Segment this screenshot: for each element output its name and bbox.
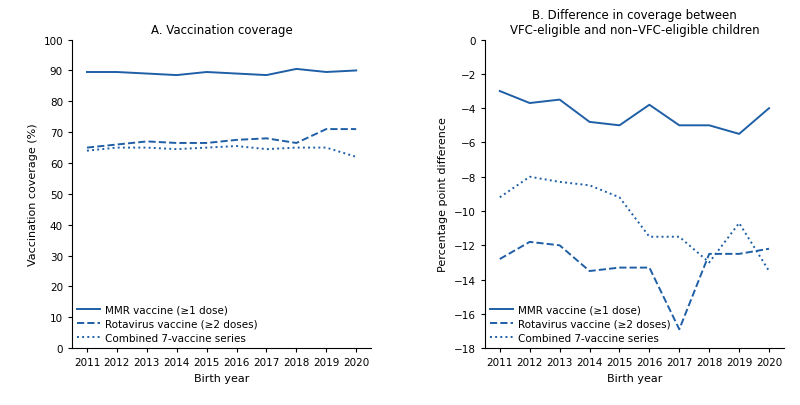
Line: Rotavirus vaccine (≥2 doses): Rotavirus vaccine (≥2 doses) bbox=[87, 130, 356, 148]
MMR vaccine (≥1 dose) bbox=[82, 70, 92, 75]
Title: A. Vaccination coverage: A. Vaccination coverage bbox=[150, 23, 293, 36]
Legend: MMR vaccine (≥1 dose), Rotavirus vaccine (≥2 doses), Combined 7-vaccine series: MMR vaccine (≥1 dose), Rotavirus vaccine… bbox=[490, 305, 670, 343]
Rotavirus vaccine (≥2 doses) bbox=[202, 141, 211, 146]
Rotavirus vaccine (≥2 doses) bbox=[525, 240, 534, 245]
MMR vaccine (≥1 dose) bbox=[232, 72, 242, 77]
Combined 7-vaccine series bbox=[142, 146, 151, 151]
Line: Combined 7-vaccine series: Combined 7-vaccine series bbox=[500, 177, 769, 271]
Title: B. Difference in coverage between
VFC-eligible and non–VFC-eligible children: B. Difference in coverage between VFC-el… bbox=[510, 9, 759, 36]
Combined 7-vaccine series bbox=[525, 175, 534, 180]
Rotavirus vaccine (≥2 doses) bbox=[291, 141, 301, 146]
Rotavirus vaccine (≥2 doses) bbox=[142, 140, 151, 145]
MMR vaccine (≥1 dose) bbox=[614, 124, 624, 128]
Combined 7-vaccine series bbox=[495, 195, 505, 200]
Line: Combined 7-vaccine series: Combined 7-vaccine series bbox=[87, 147, 356, 158]
Rotavirus vaccine (≥2 doses) bbox=[585, 269, 594, 274]
Line: Rotavirus vaccine (≥2 doses): Rotavirus vaccine (≥2 doses) bbox=[500, 242, 769, 330]
Y-axis label: Percentage point difference: Percentage point difference bbox=[438, 117, 448, 272]
Combined 7-vaccine series bbox=[172, 147, 182, 152]
MMR vaccine (≥1 dose) bbox=[172, 73, 182, 78]
MMR vaccine (≥1 dose) bbox=[645, 103, 654, 108]
Combined 7-vaccine series bbox=[645, 235, 654, 240]
Line: MMR vaccine (≥1 dose): MMR vaccine (≥1 dose) bbox=[500, 92, 769, 134]
Combined 7-vaccine series bbox=[232, 144, 242, 149]
Rotavirus vaccine (≥2 doses) bbox=[351, 127, 361, 132]
MMR vaccine (≥1 dose) bbox=[112, 70, 122, 75]
Combined 7-vaccine series bbox=[614, 195, 624, 200]
MMR vaccine (≥1 dose) bbox=[322, 70, 331, 75]
Combined 7-vaccine series bbox=[734, 221, 744, 226]
Combined 7-vaccine series bbox=[764, 269, 774, 274]
MMR vaccine (≥1 dose) bbox=[495, 90, 505, 94]
Combined 7-vaccine series bbox=[555, 180, 565, 185]
Y-axis label: Vaccination coverage (%): Vaccination coverage (%) bbox=[28, 123, 38, 266]
Combined 7-vaccine series bbox=[674, 235, 684, 240]
Rotavirus vaccine (≥2 doses) bbox=[322, 127, 331, 132]
Combined 7-vaccine series bbox=[585, 183, 594, 188]
MMR vaccine (≥1 dose) bbox=[351, 69, 361, 74]
MMR vaccine (≥1 dose) bbox=[525, 101, 534, 106]
Rotavirus vaccine (≥2 doses) bbox=[172, 141, 182, 146]
Combined 7-vaccine series bbox=[112, 146, 122, 151]
MMR vaccine (≥1 dose) bbox=[262, 73, 271, 78]
MMR vaccine (≥1 dose) bbox=[555, 98, 565, 103]
Rotavirus vaccine (≥2 doses) bbox=[734, 252, 744, 257]
X-axis label: Birth year: Birth year bbox=[194, 373, 250, 383]
MMR vaccine (≥1 dose) bbox=[734, 132, 744, 137]
Rotavirus vaccine (≥2 doses) bbox=[82, 146, 92, 151]
Rotavirus vaccine (≥2 doses) bbox=[705, 252, 714, 257]
Rotavirus vaccine (≥2 doses) bbox=[614, 266, 624, 271]
MMR vaccine (≥1 dose) bbox=[705, 124, 714, 128]
Combined 7-vaccine series bbox=[291, 146, 301, 151]
Rotavirus vaccine (≥2 doses) bbox=[232, 138, 242, 143]
Rotavirus vaccine (≥2 doses) bbox=[112, 143, 122, 147]
Rotavirus vaccine (≥2 doses) bbox=[262, 136, 271, 141]
Combined 7-vaccine series bbox=[82, 149, 92, 154]
Rotavirus vaccine (≥2 doses) bbox=[674, 327, 684, 332]
MMR vaccine (≥1 dose) bbox=[764, 107, 774, 111]
Combined 7-vaccine series bbox=[262, 147, 271, 152]
MMR vaccine (≥1 dose) bbox=[142, 72, 151, 77]
Rotavirus vaccine (≥2 doses) bbox=[645, 266, 654, 271]
MMR vaccine (≥1 dose) bbox=[674, 124, 684, 128]
MMR vaccine (≥1 dose) bbox=[291, 67, 301, 72]
Combined 7-vaccine series bbox=[351, 155, 361, 160]
X-axis label: Birth year: Birth year bbox=[606, 373, 662, 383]
Combined 7-vaccine series bbox=[705, 260, 714, 265]
Combined 7-vaccine series bbox=[322, 146, 331, 151]
Rotavirus vaccine (≥2 doses) bbox=[764, 247, 774, 252]
Line: MMR vaccine (≥1 dose): MMR vaccine (≥1 dose) bbox=[87, 70, 356, 76]
Combined 7-vaccine series bbox=[202, 146, 211, 151]
Rotavirus vaccine (≥2 doses) bbox=[555, 243, 565, 248]
MMR vaccine (≥1 dose) bbox=[202, 70, 211, 75]
MMR vaccine (≥1 dose) bbox=[585, 120, 594, 125]
Rotavirus vaccine (≥2 doses) bbox=[495, 257, 505, 262]
Legend: MMR vaccine (≥1 dose), Rotavirus vaccine (≥2 doses), Combined 7-vaccine series: MMR vaccine (≥1 dose), Rotavirus vaccine… bbox=[78, 305, 258, 343]
